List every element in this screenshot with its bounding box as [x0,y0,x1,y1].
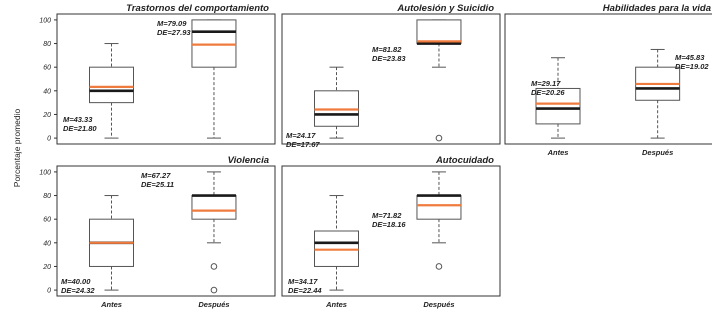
mean-label: M=24.17 [286,131,316,140]
y-tick-label: 40 [43,88,51,95]
panel-frame [281,165,501,297]
panel-frame [281,13,501,145]
y-tick-label: 80 [43,41,51,48]
y-tick-label: 0 [47,136,51,143]
sd-label: DE=17.67 [286,140,320,149]
mean-label: M=71.82 [372,211,402,220]
sd-label: DE=19.02 [675,62,709,71]
y-tick-label: 20 [42,112,51,119]
panel-title: Autocuidado [435,155,494,166]
outlier-point [210,263,218,270]
panel-1: Autolesión y SuicidioM=24.17DE=17.67M=81… [281,3,501,149]
sd-label: DE=27.93 [157,28,191,37]
panel-0: Trastornos del comportamiento 0 20 40 60 80 10… [39,3,276,145]
panel-frame [56,165,276,297]
mean-label: M=79.09 [157,19,187,28]
panels: Trastornos del comportamiento 0 20 40 60 80 10… [39,3,712,309]
iqr-box [416,195,462,220]
iqr-box [416,19,462,45]
panel-title: Habilidades para la vida [603,3,711,14]
mean-label: M=40.00 [61,277,91,286]
y-tick-label: 80 [43,193,51,200]
outlier-point [435,134,443,142]
iqr-box [191,195,237,220]
panel-title: Trastornos del comportamiento [126,3,269,14]
panel-title: Violencia [228,155,269,166]
y-tick-label: 100 [39,17,51,24]
outlier-point [210,286,218,294]
y-tick-label: 20 [42,264,51,271]
y-axis-label: Porcentaje promedio [12,109,22,188]
sd-label: DE=22.44 [288,286,322,295]
panel-frame [504,13,712,145]
x-tick-label: Antes [547,148,569,157]
sd-label: DE=21.80 [63,124,97,133]
mean-label: M=34.17 [288,277,318,286]
panel-frame [56,13,276,145]
y-tick-label: 60 [43,65,51,72]
iqr-box [89,66,134,104]
mean-label: M=43.33 [63,115,93,124]
outlier-point [435,263,443,270]
mean-label: M=81.82 [372,45,402,54]
sd-label: DE=18.16 [372,220,406,229]
y-tick-label: 0 [47,288,51,295]
y-tick-label: 40 [43,240,51,247]
mean-label: M=67.27 [141,171,171,180]
mean-label: M=29.17 [531,79,561,88]
sd-label: DE=24.32 [61,286,95,295]
panel-title: Autolesión y Suicidio [396,3,494,14]
panel-4: AutocuidadoM=34.17DE=22.44AntesM=71.82DE… [281,155,501,309]
x-tick-label: Antes [100,300,122,309]
x-tick-label: Antes [325,300,347,309]
mean-label: M=45.83 [675,53,705,62]
sd-label: DE=25.11 [141,180,174,189]
x-tick-label: Después [642,148,673,157]
y-tick-label: 60 [43,217,51,224]
iqr-box [535,87,581,125]
x-tick-label: Después [423,300,454,309]
x-tick-label: Después [198,300,229,309]
sd-label: DE=23.83 [372,54,406,63]
y-tick-label: 100 [39,169,51,176]
sd-label: DE=20.26 [531,88,565,97]
